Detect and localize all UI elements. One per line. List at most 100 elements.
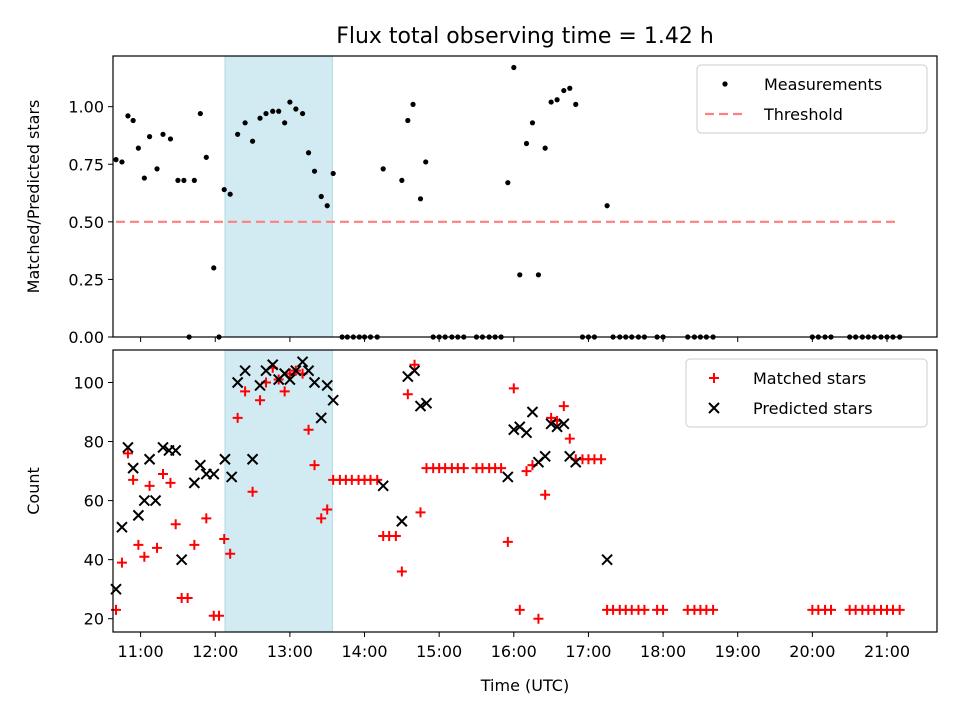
x-tick-label: 13:00 (267, 642, 313, 661)
data-point (529, 120, 536, 126)
legend: Measurements Threshold (696, 64, 928, 134)
data-point (182, 593, 193, 604)
data-point (417, 196, 424, 202)
data-point (296, 356, 309, 368)
data-point (311, 168, 318, 174)
data-point (402, 389, 413, 400)
data-point (247, 486, 258, 497)
data-point (175, 177, 181, 183)
data-point (415, 507, 426, 518)
x-tick-label: 16:00 (491, 642, 537, 661)
data-point (639, 604, 650, 615)
data-point (181, 177, 187, 183)
y-tick-label: 40 (84, 551, 104, 570)
y-tick-label: 100 (73, 373, 104, 392)
data-point (309, 460, 320, 471)
data-point (284, 373, 296, 386)
data-point (167, 136, 174, 142)
data-point (139, 551, 150, 562)
data-point (596, 454, 607, 465)
y-tick-label: 20 (84, 610, 104, 629)
data-point (242, 120, 248, 126)
data-point (235, 131, 241, 137)
data-point (257, 115, 263, 121)
data-point (158, 469, 169, 480)
data-point (321, 379, 333, 392)
data-point (826, 604, 837, 615)
data-point (302, 364, 315, 377)
legend-label: Threshold (763, 105, 843, 124)
data-point (551, 421, 563, 433)
x-tick-label: 14:00 (341, 642, 387, 661)
data-point (249, 138, 256, 144)
highlight-span (224, 55, 333, 338)
figure-title: Flux total observing time = 1.42 h (336, 24, 714, 49)
legend-frame (696, 64, 928, 134)
x-axis-label: Time (UTC) (480, 676, 569, 695)
data-point (316, 513, 327, 524)
data-point (533, 613, 544, 624)
data-point (175, 553, 188, 566)
legend-frame (685, 358, 928, 428)
data-point (420, 397, 433, 409)
x-tick-label: 11:00 (118, 642, 164, 661)
y-tick-label: 0.25 (68, 270, 104, 289)
data-point (189, 539, 200, 550)
data-point (377, 480, 389, 492)
data-point (408, 364, 421, 377)
data-point (211, 265, 217, 271)
data-point (227, 191, 233, 197)
y-tick-label: 0.50 (68, 213, 104, 232)
data-point (558, 418, 570, 430)
data-point (526, 406, 539, 418)
data-point (708, 604, 719, 615)
data-point (330, 170, 336, 177)
data-point (390, 531, 401, 542)
data-point (514, 604, 525, 615)
data-point (305, 150, 312, 156)
data-point (191, 177, 197, 183)
data-point (573, 101, 579, 107)
data-point (505, 180, 511, 186)
data-point (542, 145, 548, 151)
top-panel-ratio: 0.00 0.25 0.50 0.75 1.00 Matched/Predicted st… (24, 55, 938, 347)
data-point (564, 433, 575, 444)
data-point (282, 120, 288, 126)
legend-label: Predicted stars (753, 399, 873, 418)
data-point (152, 542, 163, 553)
x-tick-label: 20:00 (789, 642, 835, 661)
data-point (254, 379, 266, 392)
data-point (213, 610, 224, 621)
bottom-panel-counts: 20 40 60 80 100 11:00 12:00 13:00 14:00 15:00 16:0… (24, 349, 938, 695)
data-point (496, 463, 507, 474)
data-point (225, 471, 238, 483)
data-point (149, 494, 162, 507)
data-point (318, 193, 324, 200)
data-point (208, 468, 220, 480)
y-tick-label: 60 (84, 492, 104, 511)
data-point (601, 553, 613, 566)
y-axis-label: Count (24, 467, 43, 515)
x-tick-label: 12:00 (192, 642, 238, 661)
data-point (113, 157, 119, 163)
data-point (554, 97, 560, 103)
data-point (508, 424, 520, 436)
data-point (558, 401, 569, 412)
data-point (548, 99, 554, 105)
data-point (303, 424, 314, 435)
data-point (133, 539, 144, 550)
data-point (380, 166, 386, 172)
data-point (409, 359, 420, 370)
data-point (517, 272, 523, 278)
data-point (279, 386, 290, 397)
data-point (502, 471, 514, 483)
data-point (135, 145, 141, 151)
data-point (502, 536, 513, 547)
data-point (545, 418, 557, 430)
data-point (221, 186, 227, 193)
data-point (232, 412, 243, 423)
data-point (197, 110, 203, 117)
data-point (520, 426, 533, 439)
data-point (539, 450, 551, 463)
data-point (894, 604, 905, 615)
